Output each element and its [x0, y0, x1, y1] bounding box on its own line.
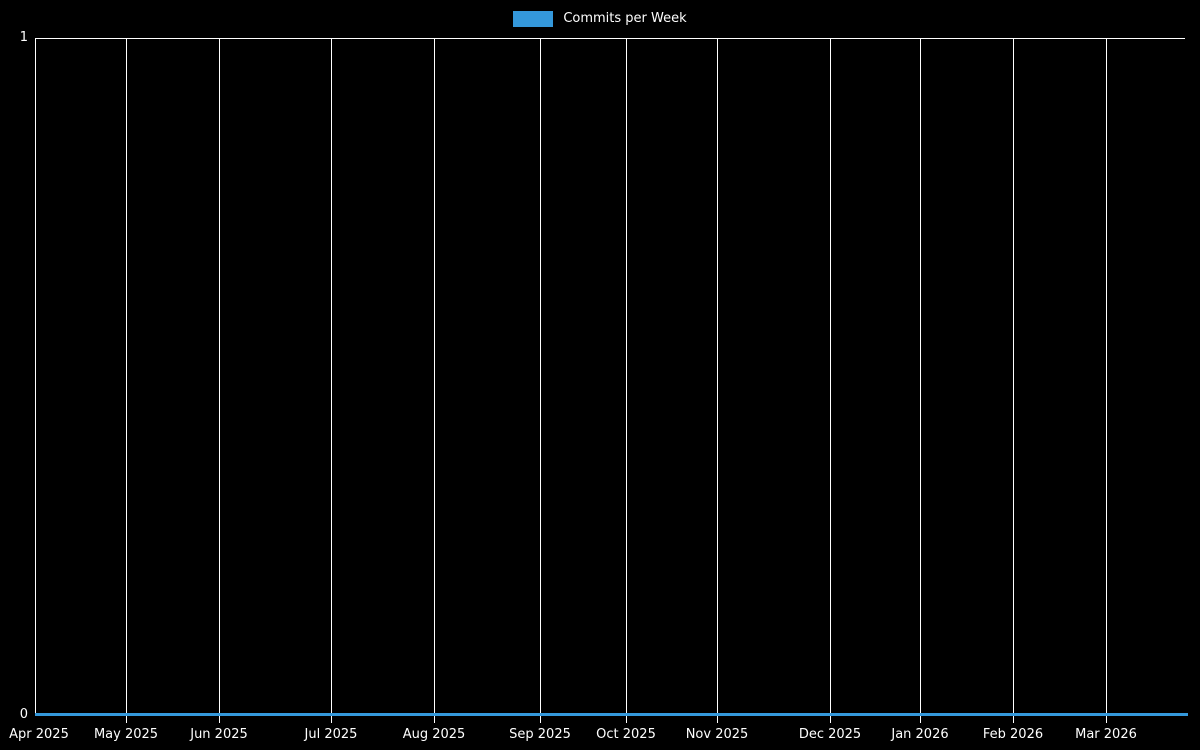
- x-axis-tick-apr-2025: Apr 2025: [9, 727, 69, 742]
- x-axis-tick-feb-2026: Feb 2026: [982, 727, 1044, 742]
- x-axis-tick-aug-2025: Aug 2025: [402, 727, 466, 742]
- gridline-sep-2025: [540, 38, 541, 723]
- x-axis-tick-jan-2026: Jan 2026: [891, 727, 949, 742]
- y-axis-tick-1: 1: [19, 30, 28, 45]
- x-axis-tick-dec-2025: Dec 2025: [798, 727, 862, 742]
- gridline-jul-2025: [331, 38, 332, 723]
- legend-label-commits: Commits per Week: [563, 11, 687, 26]
- gridline-jan-2026: [920, 38, 921, 723]
- plot-area: [35, 38, 1188, 723]
- series-line-commits-per-week: [35, 713, 1188, 716]
- gridline-feb-2026: [1013, 38, 1014, 723]
- x-axis-tick-may-2025: May 2025: [93, 727, 159, 742]
- x-axis-tick-sep-2025: Sep 2025: [509, 727, 571, 742]
- axis-spine-left: [35, 38, 36, 715]
- x-axis-tick-jul-2025: Jul 2025: [304, 727, 358, 742]
- x-axis-tick-oct-2025: Oct 2025: [596, 727, 656, 742]
- gridline-dec-2025: [830, 38, 831, 723]
- gridline-oct-2025: [626, 38, 627, 723]
- gridline-nov-2025: [717, 38, 718, 723]
- y-axis-tick-0: 0: [19, 707, 28, 722]
- gridline-mar-2026: [1106, 38, 1107, 723]
- gridline-may-2025: [126, 38, 127, 723]
- gridline-aug-2025: [434, 38, 435, 723]
- axis-spine-top: [35, 38, 1185, 39]
- chart-legend: Commits per Week: [0, 8, 1200, 30]
- legend-swatch-commits: [513, 11, 554, 27]
- x-axis-tick-mar-2026: Mar 2026: [1075, 727, 1137, 742]
- x-axis-tick-jun-2025: Jun 2025: [190, 727, 248, 742]
- gridline-jun-2025: [219, 38, 220, 723]
- x-axis-tick-nov-2025: Nov 2025: [685, 727, 749, 742]
